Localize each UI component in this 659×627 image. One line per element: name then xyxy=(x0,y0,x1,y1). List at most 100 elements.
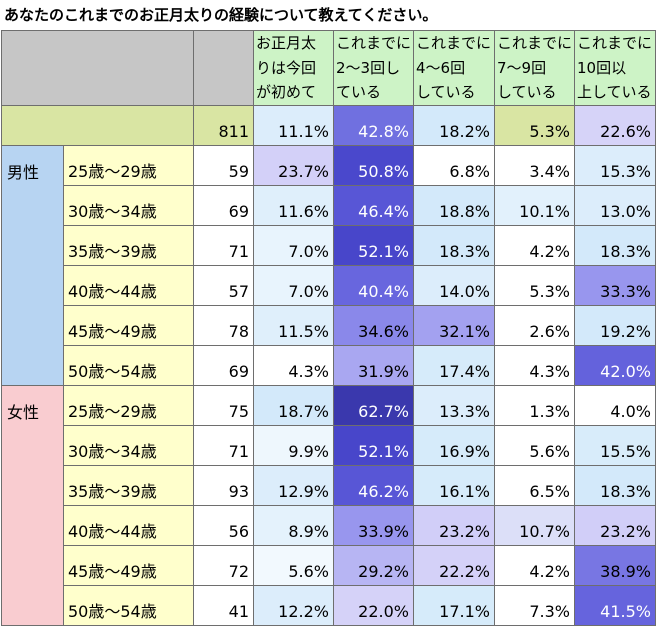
value-cell: 11.6% xyxy=(254,186,333,225)
age-group-label: 45歳～49歳 xyxy=(64,546,193,585)
gender-group-label-1: 男性 xyxy=(2,146,63,385)
value-cell: 12.2% xyxy=(254,586,333,625)
header-line: している xyxy=(416,83,476,101)
value-cell: 18.8% xyxy=(414,186,494,225)
value-cell: 16.9% xyxy=(414,426,494,465)
value-cell: 12.9% xyxy=(254,466,333,505)
value-cell: 18.3% xyxy=(575,466,655,505)
header-line: 2～3回し xyxy=(336,58,401,77)
value-cell: 18.7% xyxy=(254,386,333,425)
age-group-label: 35歳～39歳 xyxy=(64,226,193,265)
age-group-label: 25歳～29歳 xyxy=(64,146,193,185)
page-title: あなたのこれまでのお正月太りの経験について教えてください。 xyxy=(4,6,438,24)
value-cell: 3.4% xyxy=(495,146,574,185)
header-line: 上している xyxy=(577,83,652,101)
value-cell: 4.2% xyxy=(495,546,574,585)
sample-size: 59 xyxy=(194,146,253,185)
sample-size: 69 xyxy=(194,186,253,225)
value-cell: 1.3% xyxy=(495,386,574,425)
header-cell-1: お正月太 りは今回 が初めて xyxy=(254,31,333,105)
value-cell: 8.9% xyxy=(254,506,333,545)
sample-size: 75 xyxy=(194,386,253,425)
header-line: が初めて xyxy=(256,83,317,101)
value-cell: 18.3% xyxy=(414,226,494,265)
total-value-cell: 5.3% xyxy=(495,106,574,145)
age-group-label: 30歳～34歳 xyxy=(64,186,193,225)
survey-table: お正月太 りは今回 が初めて これまでに 2～3回し ている これまでに 4～6回 している これ… xyxy=(1,30,656,626)
value-cell: 17.1% xyxy=(414,586,494,625)
value-cell: 6.5% xyxy=(495,466,574,505)
header-line: 4～6回 xyxy=(416,58,466,77)
header-cell-5: これまでに 10回以上している xyxy=(575,31,655,105)
value-cell: 23.7% xyxy=(254,146,333,185)
gender-group-label-2: 女性 xyxy=(2,386,63,625)
age-group-label: 25歳～29歳 xyxy=(64,386,193,425)
age-group-label: 40歳～44歳 xyxy=(64,506,193,545)
sample-size: 78 xyxy=(194,306,253,345)
value-cell: 10.1% xyxy=(495,186,574,225)
total-label-cell xyxy=(2,106,193,145)
value-cell: 11.5% xyxy=(254,306,333,345)
sample-size: 69 xyxy=(194,346,253,385)
header-cell-2: これまでに 2～3回し ている xyxy=(334,31,413,105)
total-value-cell: 22.6% xyxy=(575,106,655,145)
age-group-label: 35歳～39歳 xyxy=(64,466,193,505)
value-cell: 34.6% xyxy=(334,306,413,345)
value-cell: 31.9% xyxy=(334,346,413,385)
header-sample-size-cell xyxy=(194,31,253,105)
header-line: これまでに xyxy=(336,34,412,52)
sample-size: 56 xyxy=(194,506,253,545)
value-cell: 46.4% xyxy=(334,186,413,225)
value-cell: 23.2% xyxy=(414,506,494,545)
sample-size: 93 xyxy=(194,466,253,505)
total-value-cell: 42.8% xyxy=(334,106,413,145)
value-cell: 7.0% xyxy=(254,226,333,265)
total-value-cell: 18.2% xyxy=(414,106,494,145)
value-cell: 4.2% xyxy=(495,226,574,265)
value-cell: 9.9% xyxy=(254,426,333,465)
header-cell-3: これまでに 4～6回している xyxy=(414,31,494,105)
total-sample-size: 811 xyxy=(194,106,253,145)
header-line: これまでに xyxy=(416,34,492,52)
header-line: これまでに xyxy=(497,34,573,52)
value-cell: 22.2% xyxy=(414,546,494,585)
value-cell: 52.1% xyxy=(334,426,413,465)
value-cell: 33.3% xyxy=(575,266,655,305)
header-line: している xyxy=(497,83,557,101)
value-cell: 23.2% xyxy=(575,506,655,545)
header-cell-4: これまでに 7～9回している xyxy=(495,31,574,105)
value-cell: 17.4% xyxy=(414,346,494,385)
header-line: 10回以 xyxy=(577,58,627,77)
sample-size: 72 xyxy=(194,546,253,585)
value-cell: 33.9% xyxy=(334,506,413,545)
value-cell: 42.0% xyxy=(575,346,655,385)
value-cell: 13.3% xyxy=(414,386,494,425)
value-cell: 50.8% xyxy=(334,146,413,185)
value-cell: 5.6% xyxy=(254,546,333,585)
value-cell: 16.1% xyxy=(414,466,494,505)
age-group-label: 50歳～54歳 xyxy=(64,346,193,385)
value-cell: 14.0% xyxy=(414,266,494,305)
value-cell: 13.0% xyxy=(575,186,655,225)
age-group-label: 30歳～34歳 xyxy=(64,426,193,465)
value-cell: 38.9% xyxy=(575,546,655,585)
header-line: 7～9回 xyxy=(497,58,547,77)
age-group-label: 45歳～49歳 xyxy=(64,306,193,345)
sample-size: 71 xyxy=(194,426,253,465)
sample-size: 71 xyxy=(194,226,253,265)
value-cell: 41.5% xyxy=(575,586,655,625)
header-line: これまでに xyxy=(577,34,653,52)
header-line: りは今回 xyxy=(256,58,317,77)
value-cell: 5.3% xyxy=(495,266,574,305)
value-cell: 19.2% xyxy=(575,306,655,345)
sample-size: 41 xyxy=(194,586,253,625)
value-cell: 2.6% xyxy=(495,306,574,345)
value-cell: 5.6% xyxy=(495,426,574,465)
value-cell: 7.3% xyxy=(495,586,574,625)
age-group-label: 40歳～44歳 xyxy=(64,266,193,305)
sample-size: 57 xyxy=(194,266,253,305)
value-cell: 52.1% xyxy=(334,226,413,265)
value-cell: 15.5% xyxy=(575,426,655,465)
age-group-label: 50歳～54歳 xyxy=(64,586,193,625)
value-cell: 4.3% xyxy=(254,346,333,385)
